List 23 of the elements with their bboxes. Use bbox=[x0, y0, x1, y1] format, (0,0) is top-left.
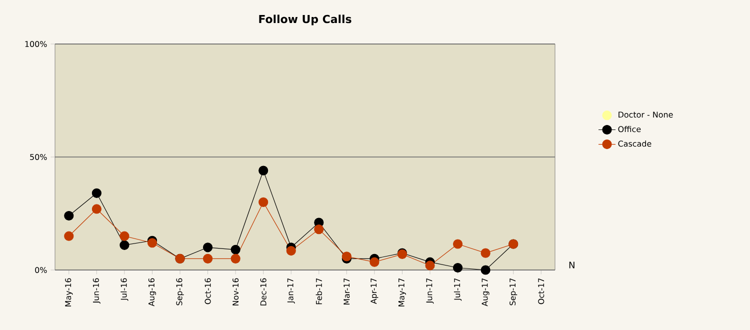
point bbox=[202, 254, 213, 264]
point bbox=[92, 188, 102, 198]
point bbox=[480, 248, 490, 258]
point bbox=[370, 257, 380, 267]
point bbox=[120, 240, 130, 250]
point bbox=[258, 197, 268, 207]
point bbox=[452, 239, 463, 249]
point bbox=[452, 262, 463, 273]
point bbox=[64, 231, 74, 241]
point bbox=[314, 224, 324, 234]
point bbox=[230, 244, 240, 254]
point bbox=[286, 246, 296, 256]
text: N bbox=[569, 262, 574, 268]
chart-title: Follow Up Calls bbox=[259, 14, 352, 26]
point bbox=[480, 265, 490, 275]
point bbox=[425, 260, 435, 270]
point bbox=[120, 231, 130, 241]
point bbox=[230, 254, 240, 264]
point bbox=[202, 242, 213, 252]
point bbox=[258, 166, 268, 176]
point bbox=[64, 210, 74, 221]
point bbox=[92, 204, 102, 214]
point bbox=[147, 238, 158, 248]
